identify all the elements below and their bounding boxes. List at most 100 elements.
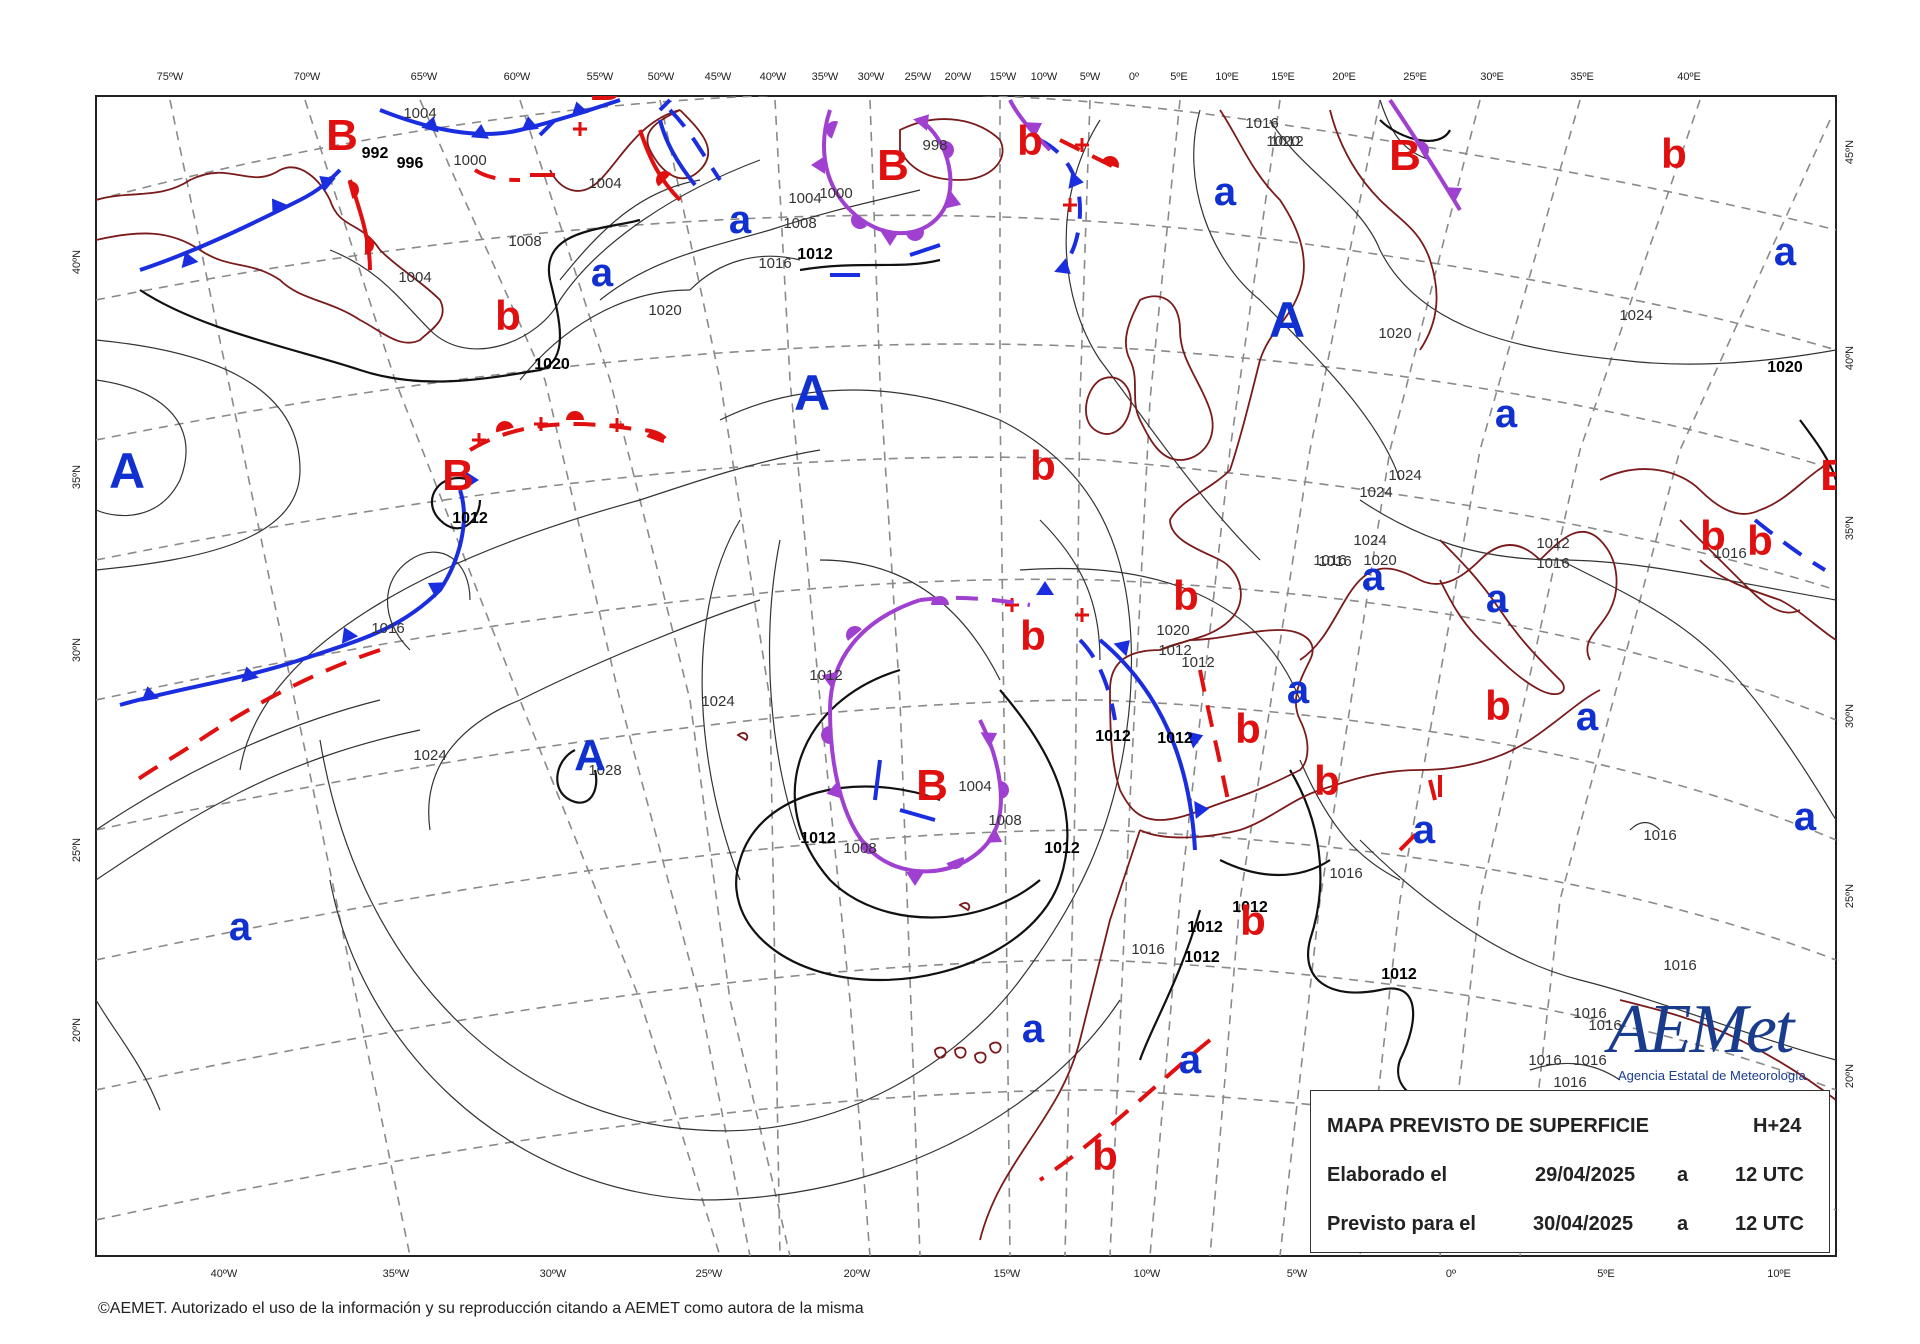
high-pressure-center: a: [591, 251, 614, 295]
isobar-label: 1012: [1181, 654, 1214, 671]
isobar-label: 1024: [1619, 307, 1652, 324]
low-pressure-center: b: [495, 292, 521, 339]
aemet-logo-subtitle: Agencia Estatal de Meteorología: [1618, 1068, 1806, 1083]
isobar-label: 1016: [1573, 1052, 1606, 1069]
valid-label: Previsto para el: [1327, 1213, 1476, 1235]
high-pressure-center: a: [1576, 695, 1599, 739]
isobar-label: 1016: [1663, 957, 1696, 974]
high-pressure-center: a: [1287, 668, 1310, 712]
top-lon-label: 10ºE: [1215, 71, 1239, 83]
isobar-label: 1012: [1044, 840, 1080, 857]
isobar-label: 1020: [648, 302, 681, 319]
top-lon-label: 0º: [1129, 71, 1139, 83]
bottom-lon-label: 10ºE: [1767, 1268, 1791, 1280]
left-lat-label: 40ºN: [71, 250, 83, 274]
aemet-logo: AEMet Agencia Estatal de Meteorología: [1604, 990, 1830, 1090]
right-lat-label: 45ºN: [1844, 140, 1856, 164]
isobar-label: 1004: [788, 190, 821, 207]
map-frame: [95, 95, 1837, 1257]
info-row-made: Elaborado el 29/04/2025 a 12 UTC: [1327, 1164, 1813, 1188]
graticule: [169, 99, 1831, 1256]
high-pressure-center: A: [794, 365, 830, 421]
bottom-lon-label: 20ºW: [844, 1268, 871, 1280]
isobar-label: 1024: [413, 747, 446, 764]
top-lon-label: 75ºW: [157, 71, 184, 83]
isobar-label: 1024: [1353, 532, 1386, 549]
right-lat-label: 25ºN: [1844, 884, 1856, 908]
high-pressure-center: a: [1486, 577, 1509, 621]
isobar-label: 1020: [1363, 552, 1396, 569]
isobar-label: 1028: [588, 762, 621, 779]
low-pressure-center: B: [589, 61, 621, 110]
low-pressure-center: B: [877, 141, 909, 190]
low-pressure-center: b: [1017, 117, 1043, 164]
top-lon-label: 35ºE: [1570, 71, 1594, 83]
isobar-label: 1012: [1270, 133, 1303, 150]
isobar-label: 1020: [1156, 622, 1189, 639]
isobar-label: 1024: [1359, 484, 1392, 501]
bottom-lon-label: 40ºW: [211, 1268, 238, 1280]
made-time: 12 UTC: [1735, 1164, 1804, 1186]
low-pressure-center: B: [326, 111, 358, 160]
low-pressure-center: b: [1747, 517, 1773, 564]
high-pressure-center: a: [1495, 392, 1518, 436]
high-pressure-center: A: [1269, 292, 1305, 348]
low-pressure-center: B: [1389, 131, 1421, 180]
right-latitude-labels: 45ºN 40ºN 35ºN 30ºN 25ºN 20ºN: [1844, 140, 1856, 1088]
isobar-label: 1008: [988, 812, 1021, 829]
high-pressure-center: a: [1179, 1038, 1202, 1082]
isobar-label: 1016: [1313, 552, 1346, 569]
info-row-title: MAPA PREVISTO DE SUPERFICIE H+24: [1327, 1115, 1813, 1139]
isobar-label: 1016: [1528, 1052, 1561, 1069]
isobar-label: 1020: [1767, 359, 1803, 376]
low-pressure-center: B: [916, 761, 948, 810]
low-pressure-center: b: [1700, 512, 1726, 559]
low-pressure-center: b: [1314, 757, 1340, 804]
low-pressure-center: b: [1661, 130, 1687, 177]
isobars-1012: [139, 119, 1836, 1112]
isobar-label: 1012: [1381, 966, 1417, 983]
isobar-label: 996: [397, 155, 424, 172]
isobar-label: 1012: [809, 667, 842, 684]
isobar-label: 998: [922, 137, 947, 154]
aemet-logo-wordmark: AEMet: [1608, 991, 1794, 1068]
isobar-label: 1012: [1157, 730, 1193, 747]
isobar-label: 1012: [800, 830, 836, 847]
top-lon-label: 50ºW: [648, 71, 675, 83]
top-lon-label: 35ºW: [812, 71, 839, 83]
top-lon-label: 65ºW: [411, 71, 438, 83]
high-pressure-center: a: [1413, 808, 1436, 852]
low-pressure-center: b: [1020, 612, 1046, 659]
low-pressure-center: b: [1235, 705, 1261, 752]
isobar-label: 1016: [1643, 827, 1676, 844]
isobar-label: 1004: [403, 105, 436, 122]
high-pressure-center: a: [1214, 170, 1237, 214]
isobar-label: 1016: [1588, 1017, 1621, 1034]
left-lat-label: 30ºN: [71, 638, 83, 662]
right-lat-label: 20ºN: [1844, 1064, 1856, 1088]
high-pressure-center: a: [1774, 230, 1797, 274]
made-at: a: [1677, 1164, 1689, 1186]
bottom-lon-label: 30ºW: [540, 1268, 567, 1280]
front-fragments: [530, 98, 1437, 822]
top-lon-label: 45ºW: [705, 71, 732, 83]
bottom-lon-label: 5ºW: [1287, 1268, 1308, 1280]
isobar-label: 1020: [1266, 133, 1299, 150]
made-label: Elaborado el: [1327, 1164, 1448, 1186]
made-date: 29/04/2025: [1535, 1164, 1636, 1186]
isobar-label: 1016: [1329, 865, 1362, 882]
top-lon-label: 30ºE: [1480, 71, 1504, 83]
top-lon-label: 40ºW: [760, 71, 787, 83]
low-pressure-center: b: [1240, 897, 1266, 944]
isobar-label: 1016: [758, 255, 791, 272]
right-lat-label: 35ºN: [1844, 516, 1856, 540]
bottom-lon-label: 15ºW: [994, 1268, 1021, 1280]
top-longitude-labels: 75ºW 70ºW 65ºW 60ºW 55ºW 50ºW 45ºW 40ºW 35ºW 30ºW…: [157, 71, 1701, 83]
isobar-label: 1012: [1187, 919, 1223, 936]
graticule-parallels: [96, 96, 1836, 1221]
isobar-label: 1012: [1536, 535, 1569, 552]
valid-at: a: [1677, 1213, 1689, 1235]
left-lat-label: 25ºN: [71, 838, 83, 862]
